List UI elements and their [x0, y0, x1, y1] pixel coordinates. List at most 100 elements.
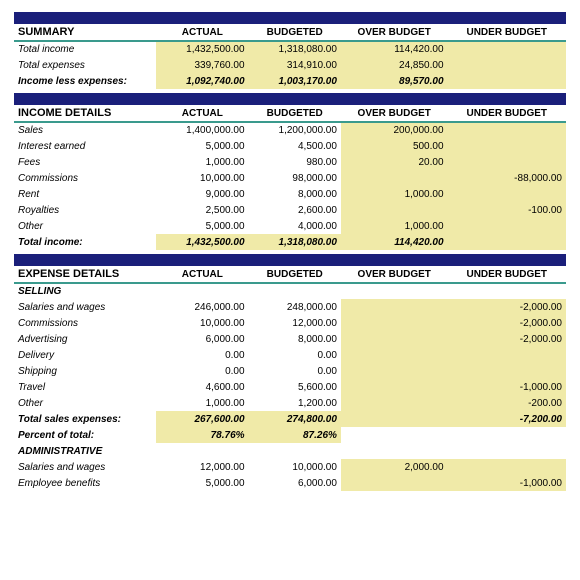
selling-subheader: SELLING — [14, 283, 156, 299]
cell — [341, 475, 448, 491]
table-row: Sales1,400,000.001,200,000.00200,000.00 — [14, 122, 566, 138]
row-label: Advertising — [14, 331, 156, 347]
table-row: Interest earned5,000.004,500.00500.00 — [14, 138, 566, 154]
admin-subheader: ADMINISTRATIVE — [14, 443, 156, 459]
table-row: Delivery0.000.00 — [14, 347, 566, 363]
row-label: Commissions — [14, 315, 156, 331]
table-row: Commissions10,000.0098,000.00-88,000.00 — [14, 170, 566, 186]
table-row: Income less expenses: 1,092,740.00 1,003… — [14, 73, 566, 89]
cell: 246,000.00 — [156, 299, 248, 315]
cell: 5,000.00 — [156, 475, 248, 491]
table-row: Shipping0.000.00 — [14, 363, 566, 379]
cell: -1,000.00 — [448, 475, 566, 491]
cell: 1,003,170.00 — [249, 73, 341, 89]
row-label: Delivery — [14, 347, 156, 363]
cell: 200,000.00 — [341, 122, 448, 138]
col-under: UNDER BUDGET — [448, 266, 566, 283]
cell: 1,318,080.00 — [249, 234, 341, 250]
cell: 5,000.00 — [156, 138, 248, 154]
table-row: Other1,000.001,200.00-200.00 — [14, 395, 566, 411]
cell — [448, 218, 566, 234]
table-row: Salaries and wages246,000.00248,000.00-2… — [14, 299, 566, 315]
cell: 1,000.00 — [156, 395, 248, 411]
cell: 12,000.00 — [249, 315, 341, 331]
cell: 114,420.00 — [341, 41, 448, 57]
cell — [448, 186, 566, 202]
cell — [341, 331, 448, 347]
mid-bar-2 — [14, 254, 566, 266]
cell: -100.00 — [448, 202, 566, 218]
cell — [448, 138, 566, 154]
cell: 87.26% — [249, 427, 341, 443]
cell — [341, 411, 448, 427]
row-label: Other — [14, 218, 156, 234]
table-row: Total expenses 339,760.00 314,910.00 24,… — [14, 57, 566, 73]
row-label: Commissions — [14, 170, 156, 186]
table-row: Employee benefits5,000.006,000.00 -1,000.… — [14, 475, 566, 491]
cell: 1,000.00 — [156, 154, 248, 170]
row-label: Rent — [14, 186, 156, 202]
col-actual: ACTUAL — [156, 105, 248, 122]
cell: 12,000.00 — [156, 459, 248, 475]
cell: 980.00 — [249, 154, 341, 170]
income-table: INCOME DETAILS ACTUAL BUDGETED OVER BUDG… — [14, 105, 566, 250]
cell — [448, 459, 566, 475]
cell: 78.76% — [156, 427, 248, 443]
percent-row: Percent of total: 78.76% 87.26% — [14, 427, 566, 443]
cell: 6,000.00 — [156, 331, 248, 347]
cell: 24,850.00 — [341, 57, 448, 73]
expense-table: EXPENSE DETAILS ACTUAL BUDGETED OVER BUD… — [14, 266, 566, 491]
cell: 339,760.00 — [156, 57, 248, 73]
cell: -2,000.00 — [448, 331, 566, 347]
cell: 1,200.00 — [249, 395, 341, 411]
cell — [448, 73, 566, 89]
cell: 10,000.00 — [249, 459, 341, 475]
cell: 500.00 — [341, 138, 448, 154]
row-label: Royalties — [14, 202, 156, 218]
cell: -88,000.00 — [448, 170, 566, 186]
top-bar — [14, 12, 566, 24]
row-label: Salaries and wages — [14, 459, 156, 475]
cell — [448, 427, 566, 443]
cell: 4,600.00 — [156, 379, 248, 395]
cell — [448, 234, 566, 250]
cell — [448, 154, 566, 170]
row-label: Total income: — [14, 234, 156, 250]
cell: 98,000.00 — [249, 170, 341, 186]
col-budgeted: BUDGETED — [249, 24, 341, 41]
cell — [448, 347, 566, 363]
cell: 1,092,740.00 — [156, 73, 248, 89]
cell: 314,910.00 — [249, 57, 341, 73]
total-row: Total income: 1,432,500.00 1,318,080.00 … — [14, 234, 566, 250]
row-label: Fees — [14, 154, 156, 170]
row-label: Percent of total: — [14, 427, 156, 443]
row-label: Total sales expenses: — [14, 411, 156, 427]
table-row: Advertising6,000.008,000.00-2,000.00 — [14, 331, 566, 347]
cell: 5,000.00 — [156, 218, 248, 234]
cell: 0.00 — [249, 347, 341, 363]
row-label: Employee benefits — [14, 475, 156, 491]
cell — [341, 395, 448, 411]
cell: -1,000.00 — [448, 379, 566, 395]
col-actual: ACTUAL — [156, 266, 248, 283]
cell: 5,600.00 — [249, 379, 341, 395]
total-row: Total sales expenses: 267,600.00 274,800… — [14, 411, 566, 427]
col-under: UNDER BUDGET — [448, 105, 566, 122]
income-title: INCOME DETAILS — [14, 105, 156, 122]
cell: 2,000.00 — [341, 459, 448, 475]
cell: 1,000.00 — [341, 186, 448, 202]
cell — [341, 347, 448, 363]
cell: 1,432,500.00 — [156, 41, 248, 57]
row-label: Total expenses — [14, 57, 156, 73]
col-over: OVER BUDGET — [341, 266, 448, 283]
table-row: Total income 1,432,500.00 1,318,080.00 1… — [14, 41, 566, 57]
table-row: Salaries and wages12,000.0010,000.002,00… — [14, 459, 566, 475]
cell: 1,432,500.00 — [156, 234, 248, 250]
cell — [341, 315, 448, 331]
summary-title: SUMMARY — [14, 24, 156, 41]
cell — [341, 170, 448, 186]
col-over: OVER BUDGET — [341, 105, 448, 122]
cell: 6,000.00 — [249, 475, 341, 491]
row-label: Other — [14, 395, 156, 411]
cell: 1,400,000.00 — [156, 122, 248, 138]
